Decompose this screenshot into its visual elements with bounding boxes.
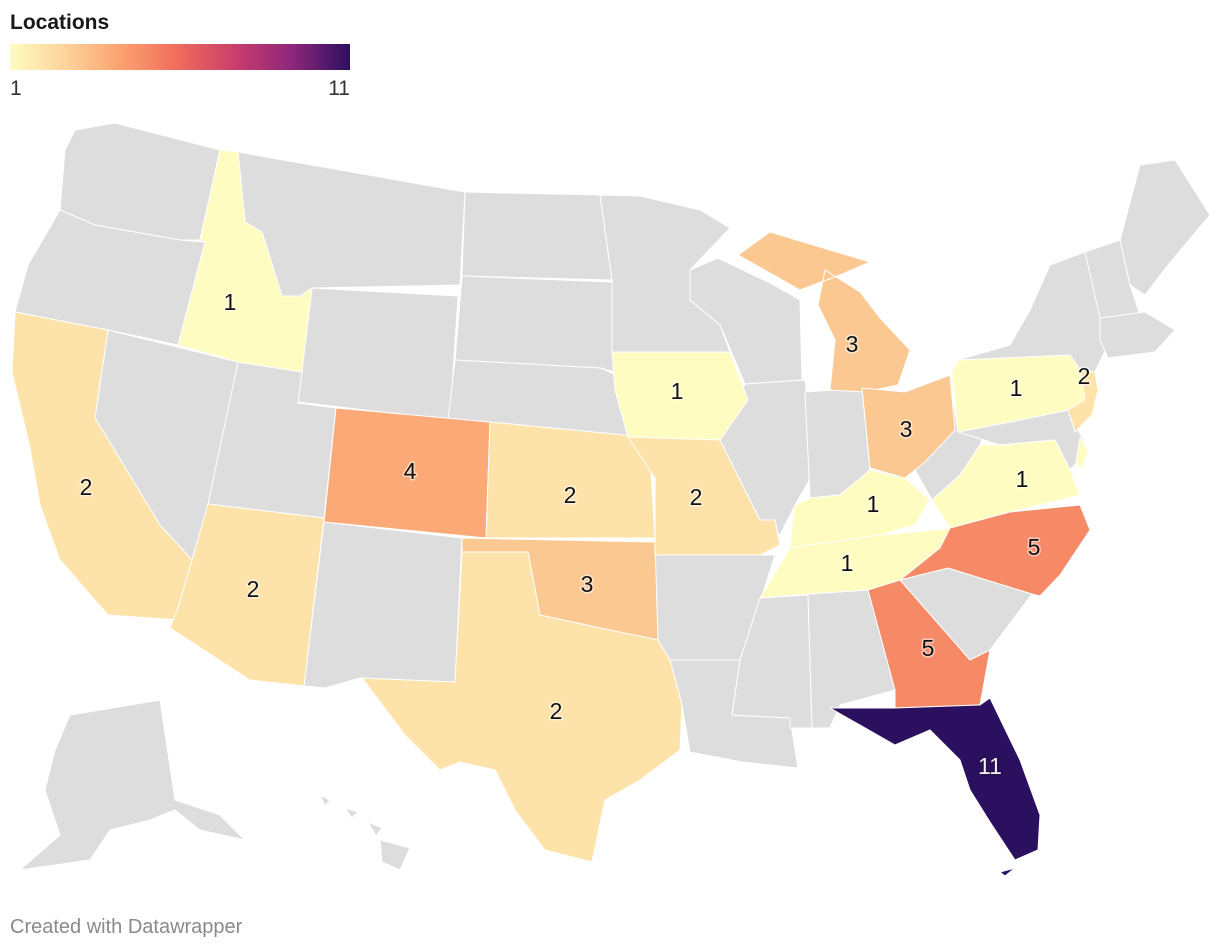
value-label-iowa: 1: [671, 378, 684, 404]
value-label-california: 2: [80, 474, 93, 500]
state-kentucky[interactable]: [789, 469, 931, 549]
value-label-arizona: 2: [247, 576, 260, 602]
state-alaska[interactable]: [19, 699, 246, 871]
state-idaho[interactable]: [177, 149, 313, 373]
state-new-jersey[interactable]: [1067, 369, 1099, 433]
state-texas[interactable]: [361, 551, 683, 863]
state-kansas[interactable]: [485, 421, 656, 539]
legend-title: Locations: [10, 11, 110, 34]
state-wyoming[interactable]: [297, 287, 459, 421]
state-california[interactable]: [11, 311, 193, 621]
value-label-kentucky: 1: [867, 491, 880, 517]
state-arizona[interactable]: [169, 503, 325, 687]
state-vermont-nh[interactable]: [1084, 239, 1141, 319]
state-new-york[interactable]: [957, 251, 1109, 373]
state-ohio[interactable]: [861, 374, 956, 479]
legend: Locations 1 11: [10, 10, 350, 101]
value-label-pennsylvania: 1: [1010, 375, 1023, 401]
state-missouri[interactable]: [627, 436, 781, 556]
no-data-states: [14, 122, 1211, 871]
value-label-kansas: 2: [564, 482, 577, 508]
state-new-mexico[interactable]: [303, 521, 463, 689]
state-north-carolina[interactable]: [899, 504, 1091, 597]
value-label-tennessee: 1: [841, 550, 854, 576]
state-michigan[interactable]: [737, 231, 911, 393]
value-label-idaho: 1: [224, 289, 237, 315]
data-states: [11, 149, 1099, 877]
value-label-ohio: 3: [900, 416, 913, 442]
legend-max-label: 11: [328, 77, 350, 100]
state-south-dakota[interactable]: [454, 275, 616, 373]
datawrapper-credit: Created with Datawrapper: [10, 916, 243, 938]
state-florida[interactable]: [829, 697, 1041, 877]
value-label-georgia: 5: [922, 635, 935, 661]
state-north-dakota[interactable]: [461, 191, 613, 281]
legend-min-label: 1: [10, 77, 22, 100]
state-massachusetts-ct-ri[interactable]: [1099, 311, 1176, 359]
value-label-new-jersey: 2: [1078, 363, 1091, 389]
value-label-colorado: 4: [404, 458, 417, 484]
legend-gradient-bar: [10, 44, 350, 70]
value-label-missouri: 2: [690, 484, 703, 510]
value-label-north-carolina: 5: [1028, 534, 1041, 560]
value-label-texas: 2: [550, 698, 563, 724]
value-label-virginia: 1: [1016, 466, 1029, 492]
value-label-oklahoma: 3: [581, 571, 594, 597]
value-label-michigan: 3: [846, 331, 859, 357]
value-label-florida: 11: [978, 753, 1002, 779]
state-georgia[interactable]: [867, 579, 991, 709]
legend-ticks: 1 11: [10, 75, 350, 101]
state-maine[interactable]: [1119, 159, 1211, 296]
state-hawaii[interactable]: [319, 794, 411, 871]
